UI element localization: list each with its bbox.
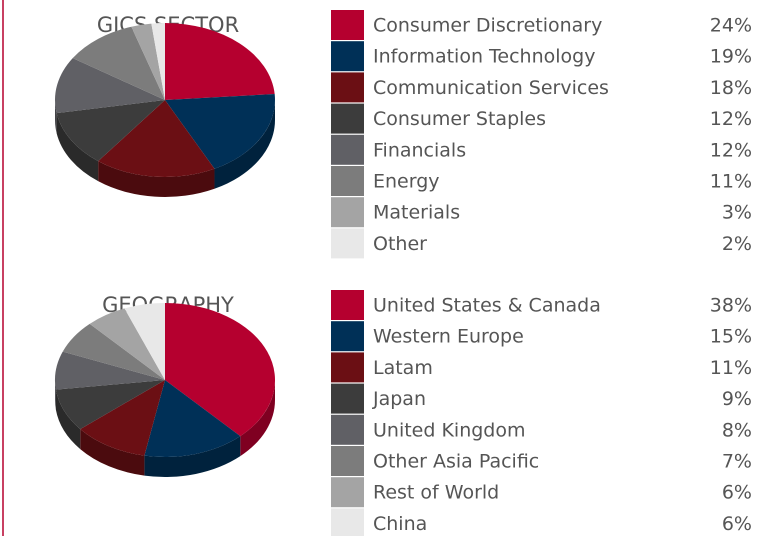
legend-label: Financials xyxy=(373,139,466,161)
slice-side xyxy=(55,380,56,410)
legend-swatch xyxy=(331,166,364,196)
legend-label: Energy xyxy=(373,171,440,193)
value-label: 3% xyxy=(722,202,752,224)
pie-slice xyxy=(55,380,165,430)
legend-swatch xyxy=(331,103,364,134)
value-label: 7% xyxy=(722,451,752,473)
pie-slice xyxy=(144,380,241,457)
slice-side xyxy=(55,100,57,134)
value-label: 12% xyxy=(710,108,752,130)
slice-side xyxy=(144,436,241,477)
legend-label: Consumer Discretionary xyxy=(373,15,602,37)
value-label: 6% xyxy=(722,482,752,504)
value-label: 15% xyxy=(710,326,752,348)
slice-side xyxy=(214,100,275,189)
legend-swatch xyxy=(331,508,364,536)
legend-swatch xyxy=(331,10,364,40)
pie-slice xyxy=(62,323,165,380)
legend-swatch xyxy=(331,197,364,228)
legend-label: Other xyxy=(373,233,427,255)
slice-side xyxy=(240,380,275,457)
value-label: 18% xyxy=(710,77,752,99)
value-label: 12% xyxy=(710,139,752,161)
pie-slice xyxy=(72,26,165,100)
legend-label: Rest of World xyxy=(373,482,499,504)
pie-slice xyxy=(165,94,275,169)
value-label: 19% xyxy=(710,46,752,68)
legend-label: Materials xyxy=(373,202,460,224)
legend-swatch xyxy=(331,477,364,508)
pie-slice xyxy=(55,351,165,390)
legend-label: United States & Canada xyxy=(373,295,601,317)
legend-swatch xyxy=(331,290,364,320)
legend-swatch xyxy=(331,321,364,352)
legend-label: Communication Services xyxy=(373,77,609,99)
legend-swatch xyxy=(331,352,364,383)
pie-slice xyxy=(131,23,165,100)
value-label: 2% xyxy=(722,233,752,255)
legend-label: Information Technology xyxy=(373,46,595,68)
pie-slice xyxy=(98,100,215,177)
legend-swatch xyxy=(331,134,364,165)
value-label: 6% xyxy=(722,513,752,535)
pie-slice xyxy=(89,308,165,380)
slice-side xyxy=(56,113,99,182)
pie-slice xyxy=(151,23,165,100)
pie-slice xyxy=(165,23,275,100)
legend-label: Western Europe xyxy=(373,326,524,348)
value-label: 8% xyxy=(722,419,752,441)
legend-label: Other Asia Pacific xyxy=(373,451,539,473)
legend-label: Latam xyxy=(373,357,433,379)
slice-side xyxy=(55,389,81,450)
slice-side xyxy=(80,429,145,476)
legend-swatch xyxy=(331,383,364,414)
legend-label: Japan xyxy=(372,388,426,410)
pie-slice xyxy=(165,303,275,437)
legend-swatch xyxy=(331,228,364,259)
legend-label: United Kingdom xyxy=(373,419,526,441)
legend-swatch xyxy=(331,414,364,445)
legend-label: China xyxy=(373,513,427,535)
value-label: 38% xyxy=(710,295,752,317)
value-label: 9% xyxy=(722,388,752,410)
pie-slice xyxy=(80,380,165,456)
legend-swatch xyxy=(331,72,364,103)
value-label: 11% xyxy=(710,171,752,193)
legend-swatch xyxy=(331,446,364,476)
pie-slice xyxy=(56,100,166,162)
value-label: 24% xyxy=(710,15,752,37)
pie-slice xyxy=(55,58,165,114)
legend-label: Consumer Staples xyxy=(373,108,546,130)
slice-side xyxy=(98,161,215,197)
pie-slice xyxy=(124,303,165,380)
legend-swatch xyxy=(331,41,364,72)
value-label: 11% xyxy=(710,357,752,379)
